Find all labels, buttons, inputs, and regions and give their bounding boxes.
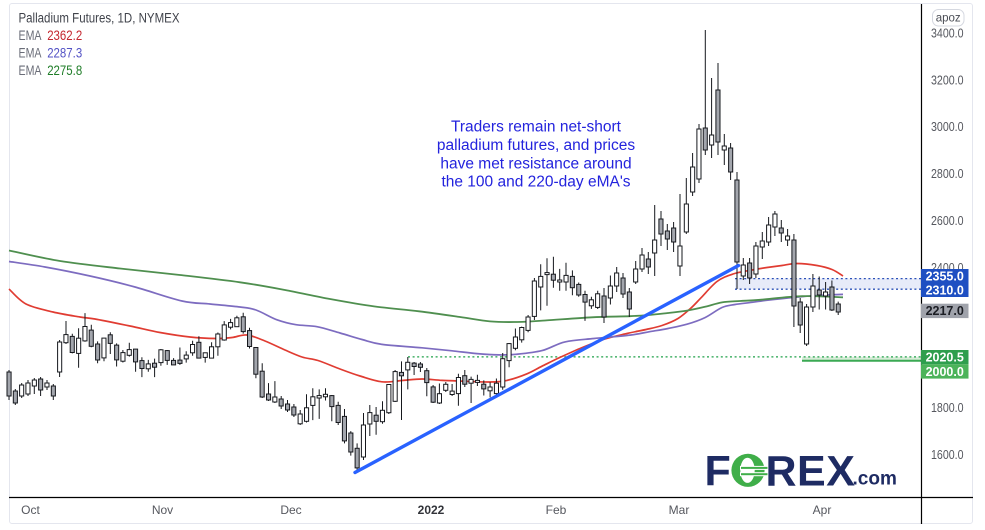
svg-text:2362.2: 2362.2 — [47, 28, 82, 43]
svg-text:2020.5: 2020.5 — [926, 350, 964, 364]
svg-text:EMA: EMA — [19, 28, 42, 43]
svg-text:2310.0: 2310.0 — [926, 283, 964, 297]
svg-text:3000.0: 3000.0 — [931, 120, 964, 134]
svg-text:Nov: Nov — [152, 503, 173, 517]
svg-text:1800.0: 1800.0 — [931, 401, 964, 415]
svg-text:Mar: Mar — [669, 503, 690, 517]
svg-text:2800.0: 2800.0 — [931, 167, 964, 181]
svg-text:2022: 2022 — [418, 503, 445, 517]
svg-text:2000.0: 2000.0 — [926, 365, 964, 379]
svg-text:the 100 and 220-day eMA's: the 100 and 220-day eMA's — [441, 174, 630, 191]
svg-text:Feb: Feb — [546, 503, 567, 517]
svg-text:Traders remain net-short: Traders remain net-short — [451, 119, 622, 136]
svg-text:Palladium Futures, 1D, NYMEX: Palladium Futures, 1D, NYMEX — [19, 11, 180, 26]
svg-text:palladium futures, and prices: palladium futures, and prices — [437, 137, 635, 154]
svg-text:F: F — [705, 448, 731, 496]
svg-text:2275.8: 2275.8 — [47, 63, 82, 78]
svg-text:1600.0: 1600.0 — [931, 448, 964, 462]
svg-text:2217.0: 2217.0 — [926, 304, 964, 318]
svg-text:EMA: EMA — [19, 63, 42, 78]
svg-text:2600.0: 2600.0 — [931, 214, 964, 228]
svg-text:2287.3: 2287.3 — [47, 46, 82, 61]
svg-text:Dec: Dec — [280, 503, 301, 517]
svg-text:3200.0: 3200.0 — [931, 73, 964, 87]
svg-text:2355.0: 2355.0 — [926, 269, 964, 283]
svg-text:3400.0: 3400.0 — [931, 27, 964, 41]
svg-text:have met resistance around: have met resistance around — [440, 155, 631, 172]
svg-text:.com: .com — [853, 469, 897, 490]
svg-text:Oct: Oct — [21, 503, 40, 517]
svg-text:Apr: Apr — [813, 503, 832, 517]
svg-text:apoz: apoz — [936, 10, 961, 24]
svg-text:EMA: EMA — [19, 46, 42, 61]
svg-text:REX: REX — [766, 448, 856, 496]
